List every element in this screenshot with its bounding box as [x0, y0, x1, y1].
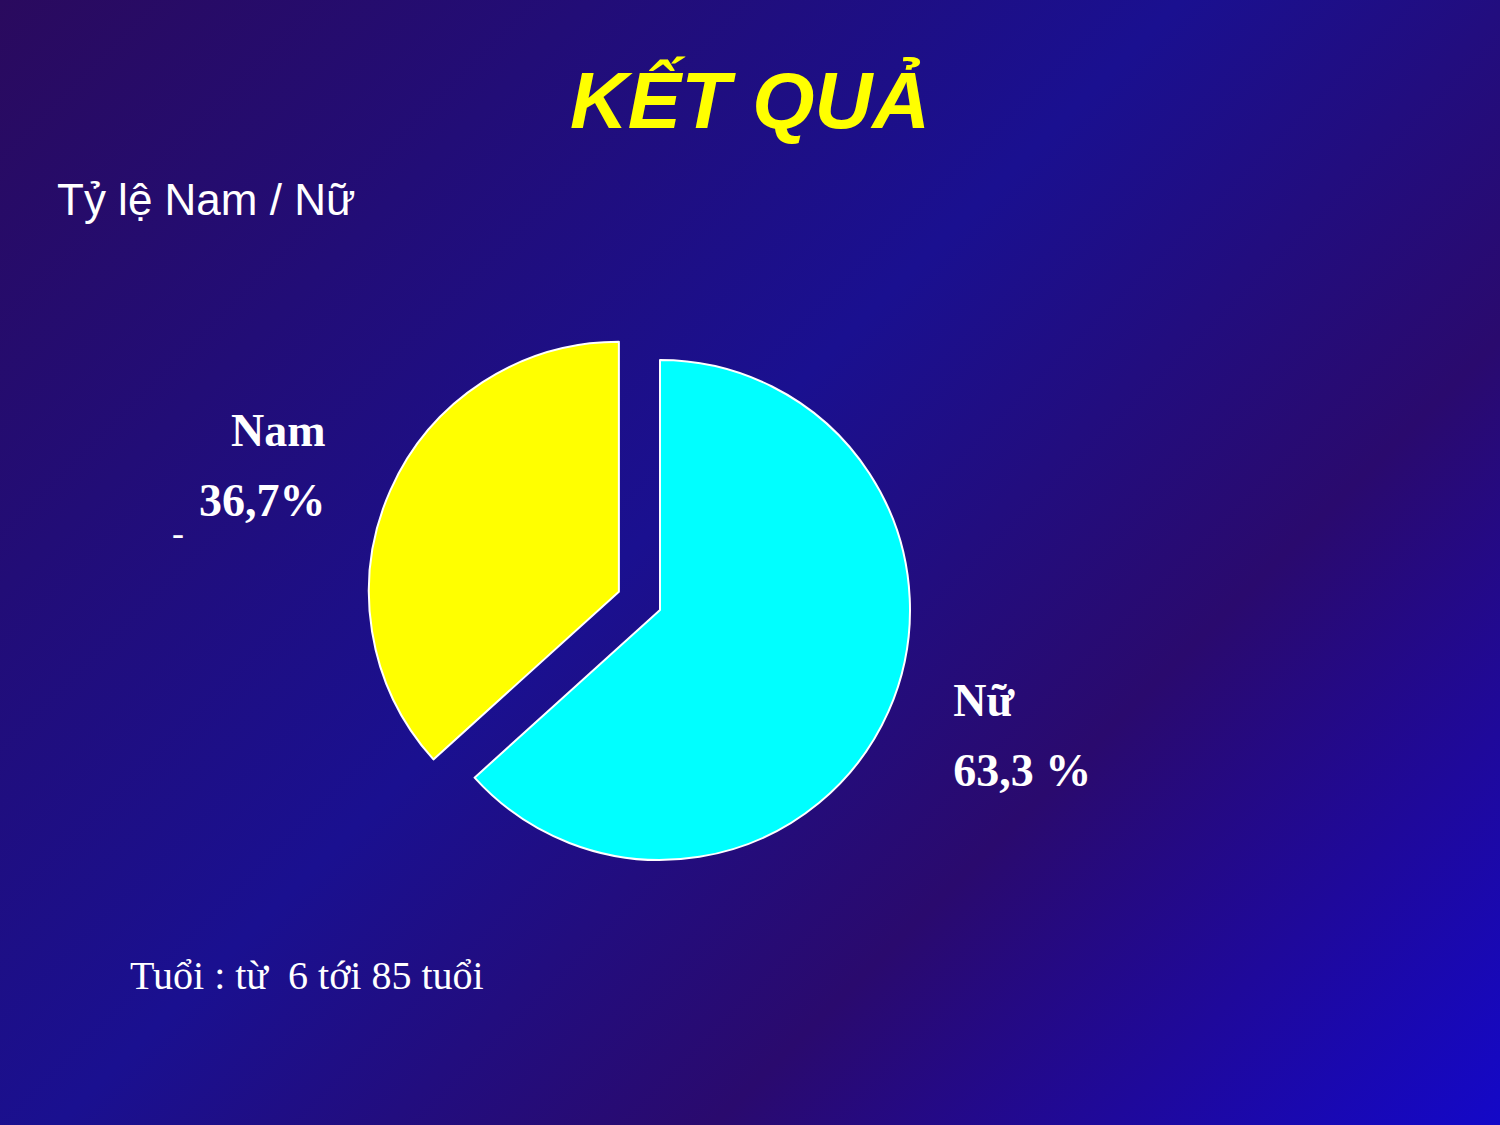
svg-text:KẾT QUẢ: KẾT QUẢ — [570, 56, 930, 145]
svg-text:Nữ: Nữ — [953, 675, 1015, 726]
svg-text:Tỷ lệ Nam / Nữ: Tỷ lệ Nam / Nữ — [57, 175, 355, 224]
svg-text:63,3 %: 63,3 % — [953, 745, 1091, 796]
svg-text:-: - — [172, 513, 184, 553]
svg-text:Tuổi : từ 6 tới 85 tuổi: Tuổi : từ 6 tới 85 tuổi — [130, 953, 484, 998]
svg-text:36,7%: 36,7% — [199, 475, 326, 526]
svg-text:Nam: Nam — [231, 405, 326, 456]
